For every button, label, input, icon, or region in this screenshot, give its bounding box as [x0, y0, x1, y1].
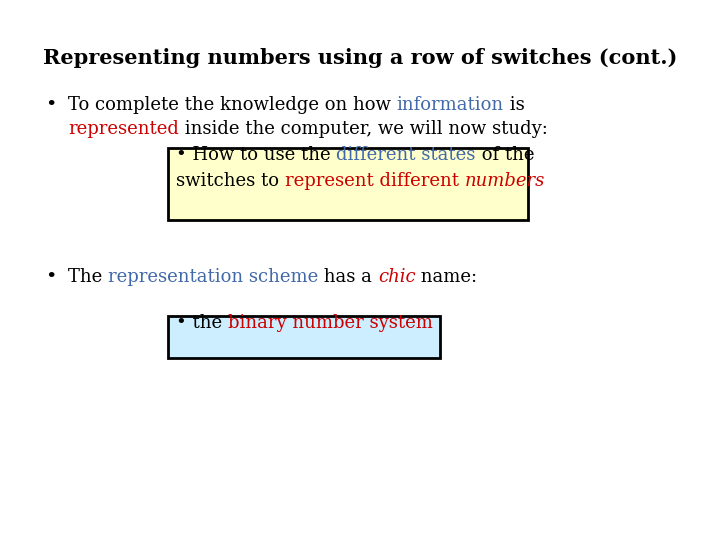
Text: inside the computer, we will now study:: inside the computer, we will now study: — [179, 120, 548, 138]
Text: To complete the knowledge on how: To complete the knowledge on how — [68, 96, 397, 114]
Text: •: • — [45, 268, 56, 286]
Text: representation scheme: representation scheme — [108, 268, 318, 286]
Text: Representing numbers using a row of switches (cont.): Representing numbers using a row of swit… — [42, 48, 678, 68]
Text: The: The — [68, 268, 108, 286]
Text: • the: • the — [176, 314, 228, 332]
Text: binary number system: binary number system — [228, 314, 433, 332]
Text: represented: represented — [68, 120, 179, 138]
Text: numbers: numbers — [464, 172, 545, 190]
Text: •: • — [45, 96, 56, 114]
Text: has a: has a — [318, 268, 378, 286]
Text: chic: chic — [378, 268, 415, 286]
Text: • How to use the: • How to use the — [176, 146, 336, 164]
Text: represent different: represent different — [284, 172, 464, 190]
Text: name:: name: — [415, 268, 477, 286]
Text: of the: of the — [476, 146, 534, 164]
Text: is: is — [504, 96, 524, 114]
Text: switches to: switches to — [176, 172, 284, 190]
Text: different states: different states — [336, 146, 476, 164]
Text: information: information — [397, 96, 504, 114]
